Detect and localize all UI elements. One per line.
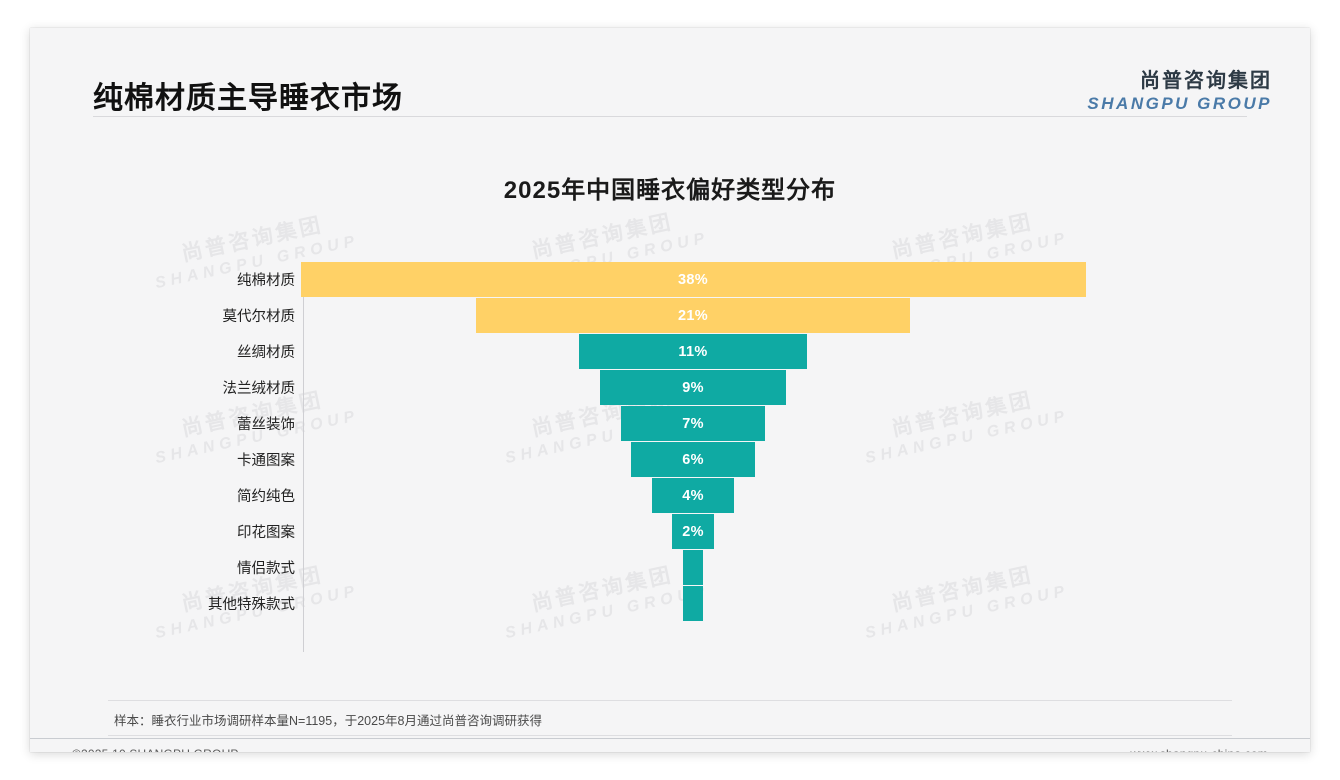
brand-logo: 尚普咨询集团 SHANGPU GROUP	[1087, 64, 1272, 114]
bar-value-label: 38%	[678, 271, 708, 288]
footnote-divider-top	[108, 700, 1232, 701]
bar-segment[interactable]: 9%	[600, 370, 786, 405]
chart-row: 法兰绒材质 9%	[30, 370, 1310, 405]
bar-track: 2%	[304, 514, 1310, 549]
bar-value-label: 7%	[682, 415, 704, 432]
footer-copyright: ©2025.10 SHANGPU GROUP	[72, 747, 239, 752]
logo-en-text: SHANGPU GROUP	[1087, 94, 1272, 113]
bar-segment[interactable]: 11%	[579, 334, 807, 369]
bar-segment[interactable]	[682, 586, 704, 621]
bar-track: 4%	[304, 478, 1310, 513]
chart-row: 蕾丝装饰 7%	[30, 406, 1310, 441]
logo-cn-text: 尚普咨询集团	[1140, 70, 1272, 92]
bar-value-label: 11%	[678, 343, 708, 360]
category-label: 纯棉材质	[237, 273, 295, 289]
category-label: 印花图案	[237, 525, 295, 541]
bar-value-label: 9%	[682, 379, 704, 396]
footnote-text: 样本：睡衣行业市场调研样本量N=1195，于2025年8月通过尚普咨询调研获得	[114, 714, 542, 728]
bar-value-label: 2%	[682, 523, 704, 540]
chart-row: 情侣款式	[30, 550, 1310, 585]
category-label: 法兰绒材质	[222, 381, 296, 397]
funnel-chart: 纯棉材质 38% 莫代尔材质 21% 丝绸材质 11% 法兰绒材质 9% 蕾丝装饰 7% 卡通图案 6…	[30, 262, 1310, 658]
bar-segment[interactable]: 6%	[631, 442, 755, 477]
chart-row: 其他特殊款式	[30, 586, 1310, 621]
chart-title: 2025年中国睡衣偏好类型分布	[503, 177, 837, 204]
chart-row: 丝绸材质 11%	[30, 334, 1310, 369]
slide-footer: ©2025.10 SHANGPU GROUP www.shangpu-china…	[30, 739, 1310, 752]
bar-track: 21%	[304, 298, 1310, 333]
bar-track: 38%	[300, 262, 1310, 297]
bar-track: 6%	[304, 442, 1310, 477]
bar-track: 11%	[304, 334, 1310, 369]
header-divider	[93, 116, 1247, 117]
bar-track: 7%	[304, 406, 1310, 441]
bar-track	[304, 550, 1310, 585]
watermark-cn: 尚普咨询集团	[529, 210, 676, 263]
category-label: 莫代尔材质	[222, 309, 296, 325]
bar-track: 9%	[304, 370, 1310, 405]
bar-track	[304, 586, 1310, 621]
footer-website: www.shangpu-china.com	[1130, 747, 1268, 752]
bar-segment[interactable]: 7%	[620, 406, 766, 441]
slide-card: 尚普咨询集团 SHANGPU GROUP 尚普咨询集团 SHANGPU GROU…	[30, 28, 1310, 752]
chart-row: 莫代尔材质 21%	[30, 298, 1310, 333]
chart-row: 卡通图案 6%	[30, 442, 1310, 477]
chart-rows: 纯棉材质 38% 莫代尔材质 21% 丝绸材质 11% 法兰绒材质 9% 蕾丝装饰 7% 卡通图案 6…	[30, 262, 1310, 622]
bar-value-label: 4%	[682, 487, 704, 504]
category-label: 丝绸材质	[237, 345, 295, 361]
watermark-cn: 尚普咨询集团	[889, 210, 1036, 263]
bar-segment[interactable]: 2%	[672, 514, 714, 549]
bar-value-label: 21%	[678, 307, 708, 324]
chart-row: 印花图案 2%	[30, 514, 1310, 549]
category-label: 蕾丝装饰	[237, 417, 295, 433]
page-title: 纯棉材质主导睡衣市场	[93, 82, 403, 115]
bar-segment[interactable]	[682, 550, 704, 585]
category-label: 其他特殊款式	[208, 597, 295, 613]
category-label: 情侣款式	[237, 561, 295, 577]
category-label: 卡通图案	[237, 453, 295, 469]
bar-value-label: 6%	[682, 451, 704, 468]
footer-divider	[30, 738, 1310, 739]
footnote-divider-bottom	[108, 735, 1232, 736]
category-label: 简约纯色	[237, 489, 295, 505]
category-axis-line	[303, 262, 304, 652]
chart-row: 纯棉材质 38%	[30, 262, 1310, 297]
bar-segment[interactable]: 38%	[300, 262, 1086, 297]
bar-segment[interactable]: 21%	[476, 298, 910, 333]
slide-header: 纯棉材质主导睡衣市场 尚普咨询集团 SHANGPU GROUP	[30, 28, 1310, 120]
chart-row: 简约纯色 4%	[30, 478, 1310, 513]
bar-segment[interactable]: 4%	[651, 478, 735, 513]
